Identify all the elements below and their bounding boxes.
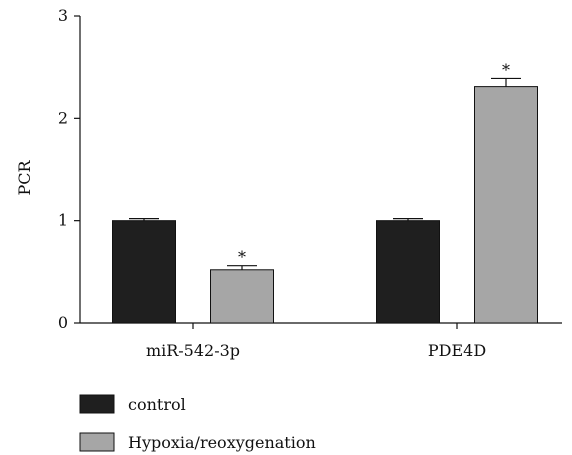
significance-mark: * <box>502 60 510 79</box>
legend-swatch <box>79 432 115 452</box>
bar <box>474 86 538 324</box>
y-tick-label: 2 <box>58 108 68 127</box>
bars: ** <box>112 60 538 324</box>
y-tick-label: 3 <box>58 6 68 25</box>
y-axis-title: PCR <box>15 160 34 196</box>
x-tick-label: PDE4D <box>428 341 486 360</box>
legend-label: Hypoxia/reoxygenation <box>128 433 316 452</box>
y-axis: 0 1 2 3 <box>58 6 81 332</box>
x-axis: miR-542-3p PDE4D <box>80 322 562 360</box>
significance-mark: * <box>238 248 246 267</box>
x-tick-label: miR-542-3p <box>146 341 240 360</box>
y-tick-label: 0 <box>58 313 68 332</box>
bar <box>376 220 440 324</box>
y-tick-label: 1 <box>58 211 68 230</box>
legend: control Hypoxia/reoxygenation <box>79 394 316 452</box>
bar <box>112 220 176 324</box>
legend-swatch <box>79 394 115 414</box>
bar <box>210 269 274 324</box>
legend-label: control <box>128 395 186 414</box>
